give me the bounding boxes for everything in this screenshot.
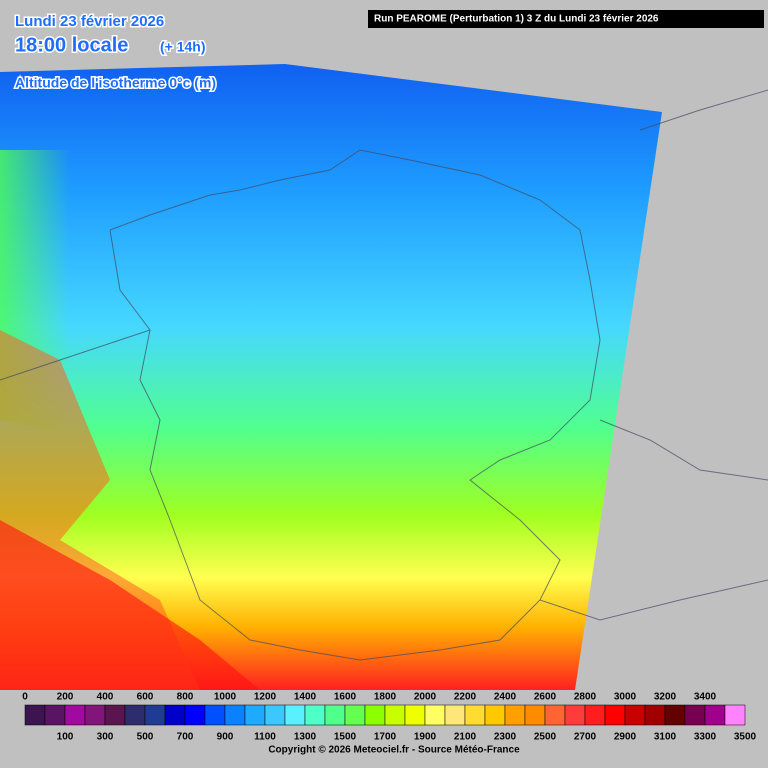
legend-label: 1700 [374, 732, 397, 743]
legend-label: 2000 [414, 692, 437, 703]
legend-swatch [404, 704, 426, 726]
legend-label: 1400 [294, 692, 317, 703]
legend-swatch [604, 704, 626, 726]
legend-label: 1600 [334, 692, 357, 703]
legend-swatch [464, 704, 486, 726]
legend-swatch [184, 704, 206, 726]
legend-swatch [104, 704, 126, 726]
legend-swatch [44, 704, 66, 726]
legend-swatch [684, 704, 706, 726]
legend-label: 3300 [694, 732, 717, 743]
legend-swatch [244, 704, 266, 726]
legend-swatch [444, 704, 466, 726]
legend-label: 1900 [414, 732, 437, 743]
legend-label: 2200 [454, 692, 477, 703]
legend-label: 1200 [254, 692, 277, 703]
legend-label: 1000 [214, 692, 237, 703]
run-bar [368, 10, 764, 28]
legend-swatch [204, 704, 226, 726]
legend-swatch [584, 704, 606, 726]
legend-swatch [224, 704, 246, 726]
legend-label: 1300 [294, 732, 317, 743]
legend-label: 300 [97, 732, 114, 743]
legend-swatch [624, 704, 646, 726]
legend-label: 200 [57, 692, 74, 703]
legend-label: 1500 [334, 732, 357, 743]
borders [0, 89, 768, 661]
legend-label: 3000 [614, 692, 637, 703]
legend-label: 2800 [574, 692, 597, 703]
legend-label: 700 [177, 732, 194, 743]
legend-label: 600 [137, 692, 154, 703]
legend-label: 2500 [534, 732, 557, 743]
legend-label: 3500 [734, 732, 757, 743]
copyright: Copyright © 2026 Meteociel.fr - Source M… [268, 745, 520, 756]
offset: (+ 14h) [160, 39, 206, 55]
date: Lundi 23 février 2026 [15, 13, 164, 30]
legend-label: 800 [177, 692, 194, 703]
legend-swatch [424, 704, 446, 726]
legend-label: 1100 [254, 732, 276, 743]
legend-swatch [164, 704, 186, 726]
legend-label: 3400 [694, 692, 717, 703]
legend-swatch [384, 704, 406, 726]
legend-swatch [304, 704, 326, 726]
legend-swatch [704, 704, 726, 726]
legend-swatch [284, 704, 306, 726]
legend-swatch [524, 704, 546, 726]
legend-label: 100 [57, 732, 74, 743]
legend-label: 0 [22, 692, 28, 703]
legend-label: 2900 [614, 732, 637, 743]
legend-swatch [664, 704, 686, 726]
legend-label: 2100 [454, 732, 477, 743]
legend-label: 400 [97, 692, 114, 703]
time: 18:00 locale [15, 34, 128, 56]
legend-label: 1800 [374, 692, 397, 703]
legend-label: 2300 [494, 732, 517, 743]
run-info: Run PEAROME (Perturbation 1) 3 Z du Lund… [374, 14, 659, 25]
legend-label: 500 [137, 732, 154, 743]
parameter: Altitude de l'isotherme 0°c (m) [15, 75, 216, 91]
legend-swatch [144, 704, 166, 726]
legend-label: 2700 [574, 732, 597, 743]
legend-label: 3200 [654, 692, 677, 703]
legend-swatch [84, 704, 106, 726]
forecast-field-red [0, 520, 260, 690]
legend-swatch [504, 704, 526, 726]
legend-swatch [484, 704, 506, 726]
legend-swatch [544, 704, 566, 726]
legend-swatch [24, 704, 46, 726]
legend-swatch [724, 704, 746, 726]
legend: 0 100 200 300 400 500 600 700 800 900 1000 1100 1200… [22, 692, 756, 743]
legend-swatch [564, 704, 586, 726]
legend-swatch [364, 704, 386, 726]
legend-swatch [344, 704, 366, 726]
legend-swatch [124, 704, 146, 726]
legend-swatch [644, 704, 666, 726]
legend-label: 2600 [534, 692, 557, 703]
legend-swatch [64, 704, 86, 726]
legend-label: 2400 [494, 692, 517, 703]
legend-swatch [264, 704, 286, 726]
legend-label: 3100 [654, 732, 677, 743]
legend-swatch [324, 704, 346, 726]
legend-label: 900 [217, 732, 234, 743]
legend-area [0, 690, 768, 768]
